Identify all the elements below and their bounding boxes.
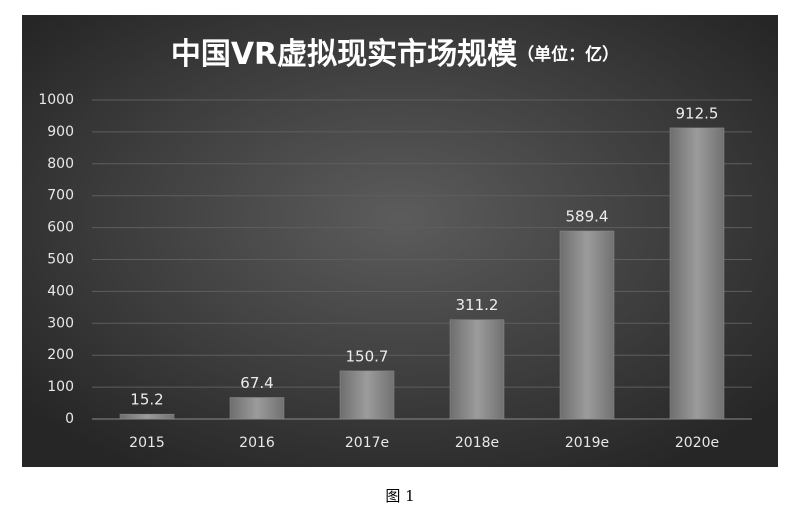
value-label: 67.4: [240, 374, 273, 392]
x-tick-label: 2015: [129, 435, 165, 451]
value-label: 15.2: [130, 391, 163, 409]
y-tick-label: 300: [47, 315, 74, 331]
bar: [559, 230, 615, 420]
chart-background: [22, 15, 778, 467]
y-tick-label: 200: [47, 347, 74, 363]
value-label: 150.7: [346, 347, 389, 365]
bar: [669, 127, 725, 420]
bar: [449, 319, 505, 420]
y-tick-label: 400: [47, 283, 74, 299]
bar: [339, 370, 395, 420]
chart-title: 中国VR虚拟现实市场规模: [171, 37, 517, 72]
y-tick-label: 0: [65, 411, 74, 427]
bar: [229, 397, 285, 420]
y-tick-label: 900: [47, 124, 74, 140]
y-tick-label: 1000: [38, 92, 74, 108]
y-tick-label: 100: [47, 379, 74, 395]
x-tick-label: 2016: [239, 435, 275, 451]
x-tick-label: 2019e: [565, 435, 609, 451]
y-tick-label: 600: [47, 220, 74, 236]
x-tick-label: 2017e: [345, 435, 389, 451]
bar: [119, 413, 175, 420]
y-tick-label: 700: [47, 188, 74, 204]
chart-heading: 中国VR虚拟现实市场规模（单位：亿）: [171, 37, 619, 72]
y-tick-label: 500: [47, 252, 74, 268]
value-label: 589.4: [566, 207, 609, 225]
x-tick-label: 2020e: [675, 435, 719, 451]
value-label: 311.2: [456, 296, 499, 314]
y-tick-label: 800: [47, 156, 74, 172]
x-tick-label: 2018e: [455, 435, 499, 451]
figure-caption: 图 1: [385, 487, 414, 505]
value-label: 912.5: [676, 104, 719, 122]
chart-subtitle: （单位：亿）: [517, 44, 619, 65]
